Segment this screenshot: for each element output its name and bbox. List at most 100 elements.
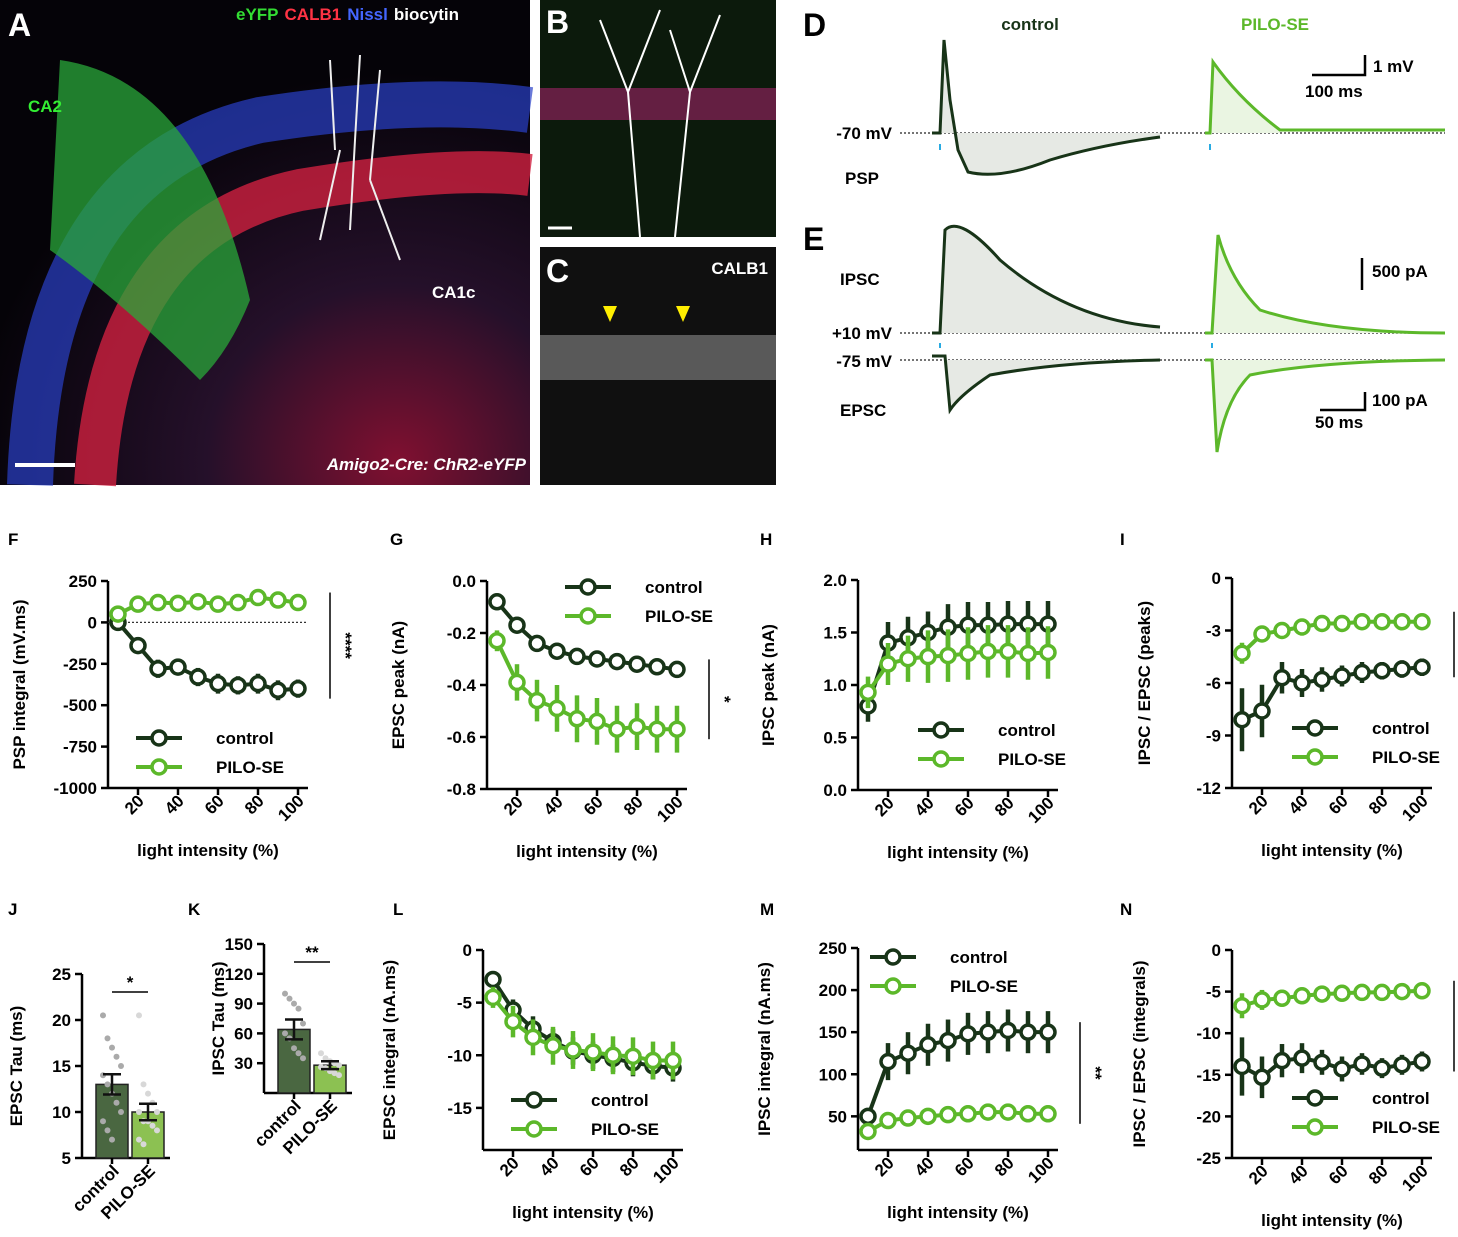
data-point — [564, 1041, 582, 1059]
data-point — [282, 990, 288, 997]
trace — [932, 354, 1161, 415]
data-point — [1373, 1059, 1391, 1077]
holding-potential: -75 mV — [836, 352, 892, 371]
data-point — [1273, 989, 1291, 1008]
y-tick-label: -10 — [447, 1046, 472, 1065]
y-tick-label: 90 — [234, 995, 253, 1014]
data-point — [1413, 613, 1431, 631]
data-point — [588, 650, 606, 668]
scale-label: 500 pA — [1372, 262, 1428, 281]
x-tick-label: 100 — [1024, 1153, 1057, 1186]
y-tick-label: -250 — [63, 655, 97, 674]
y-tick-label: 5 — [62, 1149, 71, 1168]
data-point — [979, 1103, 997, 1121]
y-tick-label: 250 — [819, 939, 847, 958]
data-point — [113, 1053, 120, 1060]
data-point — [1253, 991, 1271, 1009]
x-tick-label: 40 — [911, 1153, 938, 1180]
legend-marker — [932, 721, 950, 739]
legend-marker — [579, 578, 597, 596]
panel-letter: H — [760, 530, 772, 549]
x-tick-label: 20 — [500, 792, 527, 819]
trace-label: PSP — [845, 169, 879, 188]
y-tick-label: 2.0 — [823, 571, 847, 590]
data-point — [959, 1025, 977, 1043]
data-point — [484, 970, 502, 989]
y-tick-label: 1.5 — [823, 624, 847, 643]
data-point — [100, 1118, 106, 1125]
y-tick-label: 25 — [52, 965, 71, 984]
legend-marker — [525, 1091, 543, 1109]
x-axis-label: light intensity (%) — [137, 841, 279, 860]
data-point — [136, 1136, 142, 1143]
data-point — [289, 679, 307, 698]
legend-label: control — [216, 729, 274, 748]
panel-letter: N — [1120, 900, 1132, 919]
y-tick-label: -3 — [1206, 622, 1221, 641]
data-point — [1273, 1051, 1291, 1070]
y-tick-label: -500 — [63, 696, 97, 715]
y-tick-label: 200 — [819, 981, 847, 1000]
y-tick-label: 250 — [69, 572, 97, 591]
y-axis-label: IPSC / EPSC (integrals) — [1130, 960, 1149, 1147]
cell-layer — [540, 335, 776, 380]
y-tick-label: 100 — [819, 1065, 847, 1084]
legend-label: PILO-SE — [216, 758, 284, 777]
y-tick-label: -750 — [63, 738, 97, 757]
data-point — [939, 646, 957, 665]
legend-label: control — [998, 721, 1056, 740]
data-point — [149, 660, 167, 678]
data-point — [628, 655, 646, 673]
x-tick-label: 100 — [653, 792, 686, 825]
data-point — [1373, 613, 1391, 631]
data-point — [269, 591, 287, 609]
x-axis-label: light intensity (%) — [512, 1203, 654, 1222]
series-line — [491, 978, 674, 1070]
biocytin-cells — [319, 54, 401, 261]
y-axis-label: IPSC / EPSC (peaks) — [1135, 601, 1154, 765]
data-point — [1293, 618, 1311, 636]
data-point — [508, 673, 526, 692]
data-point — [209, 595, 227, 613]
data-point — [149, 1122, 156, 1129]
genotype: Amigo2-Cre: ChR2-eYFP — [326, 455, 527, 474]
stain-name: Nissl — [347, 5, 388, 24]
scale-bar — [1320, 392, 1367, 412]
x-tick-label: 40 — [911, 793, 938, 820]
panel-letter: M — [760, 900, 774, 919]
y-tick-label: -0.6 — [447, 728, 476, 747]
cell-layer — [540, 88, 776, 120]
data-point — [1393, 1056, 1411, 1074]
data-point — [140, 1081, 147, 1088]
y-tick-label: -5 — [457, 994, 472, 1013]
panel-c: C CALB1 — [540, 247, 776, 485]
data-point — [1233, 1057, 1251, 1076]
significance: * — [127, 973, 134, 992]
data-point — [113, 1099, 120, 1106]
data-point — [544, 1037, 562, 1055]
panel-d: D control PILO-SE -70 mV PSP 1 mV 100 ms — [803, 7, 1445, 188]
series-line — [866, 649, 1049, 694]
data-point — [300, 1055, 306, 1062]
data-point — [129, 636, 147, 655]
data-point — [129, 595, 147, 613]
data-point — [249, 588, 267, 607]
data-point — [508, 616, 526, 634]
data-point — [1353, 663, 1371, 682]
y-tick-label: -0.8 — [447, 780, 476, 799]
legend-label: PILO-SE — [591, 1120, 659, 1139]
data-point — [1293, 1049, 1311, 1067]
scale-bar — [1312, 55, 1367, 77]
legend-marker — [1306, 719, 1324, 737]
panel-letter: K — [188, 900, 201, 919]
panel-letter: G — [390, 530, 403, 549]
series-line — [491, 996, 673, 1063]
series-line — [495, 600, 678, 672]
x-tick-label: 60 — [201, 791, 228, 818]
trace-label: IPSC — [840, 270, 880, 289]
data-point — [548, 642, 566, 660]
data-point — [584, 1043, 602, 1061]
stain-name: CALB1 — [285, 5, 342, 24]
y-axis-label: EPSC peak (nA) — [389, 621, 408, 749]
